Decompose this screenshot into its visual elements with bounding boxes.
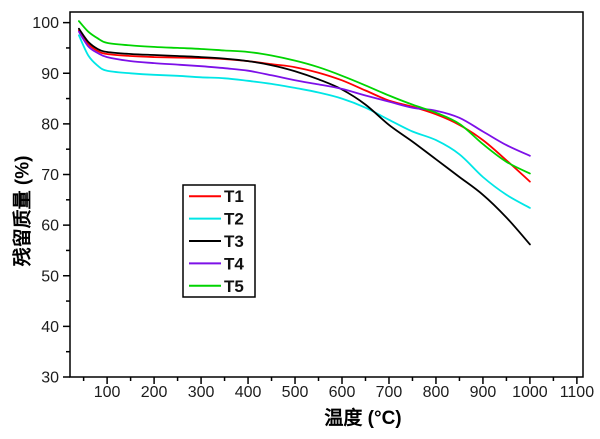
y-axis: 30 40 50 60 70 80 90 100 — [32, 15, 70, 387]
series-line-T5 — [78, 20, 531, 175]
x-tick-label: 900 — [470, 384, 497, 401]
x-tick-label: 300 — [188, 384, 215, 401]
legend-item-T5: T5 — [189, 277, 244, 296]
series-line-T1 — [78, 29, 531, 183]
legend-item-T1: T1 — [189, 187, 244, 206]
y-tick-label: 90 — [41, 66, 59, 83]
legend-label-T5: T5 — [224, 277, 244, 296]
series-line-T3 — [78, 27, 531, 246]
y-tick-label: 100 — [32, 15, 59, 32]
series-line-T2 — [78, 34, 531, 209]
legend: T1 T2 T3 T4 T5 — [182, 184, 256, 298]
legend-label-T2: T2 — [224, 210, 244, 229]
legend-label-T4: T4 — [224, 254, 244, 273]
legend-item-T3: T3 — [189, 232, 244, 251]
x-tick-label: 1000 — [512, 384, 548, 401]
x-tick-label: 100 — [94, 384, 121, 401]
legend-label-T1: T1 — [224, 187, 244, 206]
x-axis: 100 200 300 400 500 600 700 800 900 1000 1100 — [82, 377, 595, 401]
x-tick-label: 1100 — [560, 384, 595, 401]
y-axis-title: 残留质量 (%) — [12, 155, 34, 267]
series-curves — [78, 20, 531, 246]
y-tick-label: 70 — [41, 167, 59, 184]
x-tick-label: 500 — [282, 384, 309, 401]
legend-item-T4: T4 — [189, 254, 244, 273]
y-tick-label: 60 — [41, 218, 59, 235]
x-tick-label: 200 — [141, 384, 168, 401]
legend-item-T2: T2 — [189, 210, 244, 229]
x-tick-label: 700 — [376, 384, 403, 401]
x-tick-label: 800 — [423, 384, 450, 401]
x-axis-title: 温度 (°C) — [324, 408, 402, 429]
y-tick-label: 80 — [41, 116, 59, 133]
y-tick-label: 40 — [41, 319, 59, 336]
legend-label-T3: T3 — [224, 232, 244, 251]
x-tick-label: 400 — [235, 384, 262, 401]
plot-frame — [69, 11, 584, 378]
y-tick-label: 30 — [41, 370, 59, 387]
series-line-T4 — [78, 30, 531, 157]
y-tick-label: 50 — [41, 268, 59, 285]
x-tick-label: 600 — [329, 384, 356, 401]
